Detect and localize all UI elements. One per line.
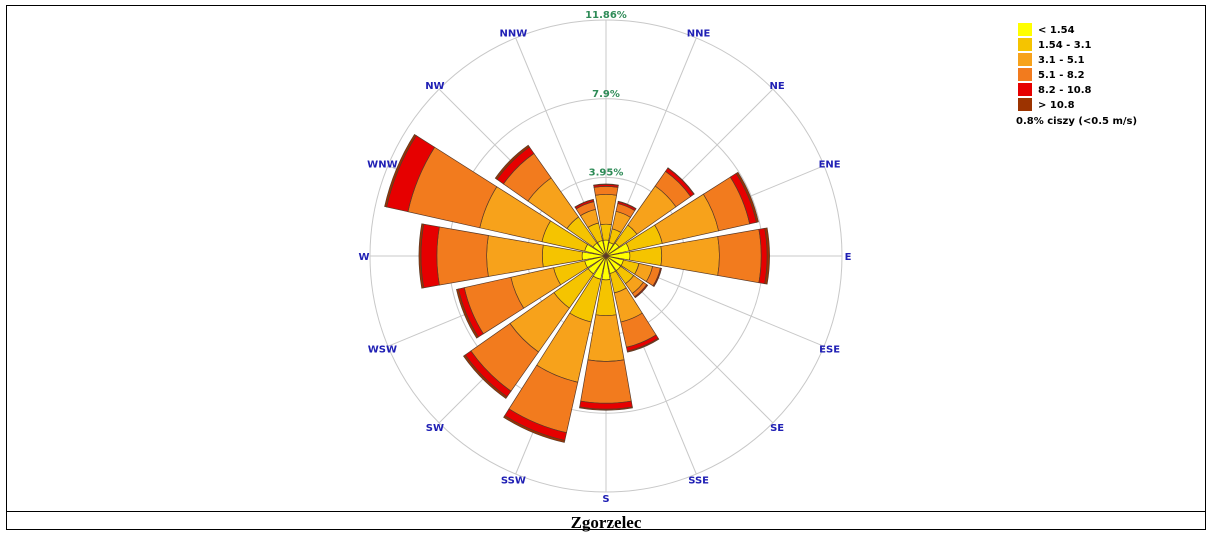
segment-n-bin4 xyxy=(593,186,619,196)
petal-wsw xyxy=(456,255,607,339)
direction-label-nne: NNE xyxy=(687,28,711,39)
segment-ssw-bin6 xyxy=(503,415,566,443)
direction-label-sse: SSE xyxy=(688,476,709,487)
petal-nnw xyxy=(574,198,607,257)
direction-label-e: E xyxy=(845,252,852,263)
petal-e xyxy=(605,227,770,285)
ring-label-1: 3.95% xyxy=(589,167,624,178)
direction-label-sw: SW xyxy=(426,423,444,434)
segment-w-bin3 xyxy=(486,235,544,277)
petal-sw xyxy=(463,255,607,399)
segment-nne-bin6 xyxy=(617,200,637,210)
legend-label-2: 1.54 - 3.1 xyxy=(1038,40,1092,51)
segment-w-bin4 xyxy=(436,226,489,286)
figure-table: 11.86% NNE NE ENE E ESE SE SSE S SSW SW WSW W WNW NW NN… xyxy=(6,5,1206,532)
segment-s-bin3 xyxy=(587,314,625,362)
direction-label-ese: ESE xyxy=(819,345,840,356)
segment-s-bin4 xyxy=(580,359,632,404)
segment-e-bin3 xyxy=(660,236,720,276)
legend-swatch-4 xyxy=(1018,68,1032,81)
direction-label-n: 11.86% xyxy=(585,10,627,21)
segment-w-bin5 xyxy=(420,223,440,289)
petal-wnw xyxy=(384,133,607,257)
legend-label-5: 8.2 - 10.8 xyxy=(1038,85,1092,96)
petal-ne xyxy=(605,167,695,257)
direction-label-se: SE xyxy=(770,423,784,434)
segment-wsw-bin6 xyxy=(456,288,479,339)
legend-swatch-6 xyxy=(1018,98,1032,111)
segment-wnw-bin6 xyxy=(384,133,417,208)
direction-label-nnw: NNW xyxy=(500,28,528,39)
segment-e-bin4 xyxy=(717,228,762,284)
wind-rose-chart: 11.86% NNE NE ENE E ESE SE SSE S SSW SW WSW W WNW NW NN… xyxy=(358,10,1137,505)
direction-label-wsw: WSW xyxy=(368,345,397,356)
segment-n-bin3 xyxy=(594,193,618,226)
segment-sw-bin6 xyxy=(463,354,508,399)
legend: < 1.54 1.54 - 3.1 3.1 - 5.1 5.1 - 8.2 8.2 - … xyxy=(1016,23,1137,127)
plot-cell: 11.86% NNE NE ENE E ESE SE SSE S SSW SW WSW W WNW NW NN… xyxy=(7,6,1205,512)
segment-n-bin6 xyxy=(593,183,619,186)
segment-ne-bin6 xyxy=(667,167,695,195)
petal-nne xyxy=(605,200,637,257)
legend-swatch-5 xyxy=(1018,83,1032,96)
petal-se xyxy=(605,255,649,299)
legend-label-1: < 1.54 xyxy=(1038,25,1075,36)
petal-n xyxy=(593,183,619,257)
segment-s-bin6 xyxy=(579,406,633,411)
station-caption: Zgorzelec xyxy=(570,513,642,532)
direction-label-nw: NW xyxy=(425,81,444,92)
petals xyxy=(384,133,770,443)
direction-label-s: S xyxy=(602,494,609,505)
direction-label-ne: NE xyxy=(769,81,784,92)
segment-e-bin6 xyxy=(764,227,770,285)
petal-ene xyxy=(605,171,759,257)
legend-label-4: 5.1 - 8.2 xyxy=(1038,70,1085,81)
petal-w xyxy=(418,223,607,289)
direction-label-w: W xyxy=(358,252,369,263)
segment-ene-bin6 xyxy=(735,171,759,223)
direction-label-ssw: SSW xyxy=(501,476,526,487)
direction-label-ene: ENE xyxy=(819,159,841,170)
ring-labels: 3.95% 7.9% xyxy=(589,89,624,179)
legend-swatch-3 xyxy=(1018,53,1032,66)
legend-label-3: 3.1 - 5.1 xyxy=(1038,55,1085,66)
segment-se-bin6 xyxy=(634,284,649,299)
segment-nw-bin6 xyxy=(494,144,530,180)
petal-nw xyxy=(494,144,607,257)
legend-swatch-2 xyxy=(1018,38,1032,51)
segment-sse-bin6 xyxy=(626,337,660,353)
direction-label-wnw: WNW xyxy=(367,159,397,170)
segment-w-bin6 xyxy=(418,223,425,289)
segment-nnw-bin6 xyxy=(574,198,594,208)
petal-s xyxy=(579,255,633,411)
petal-sse xyxy=(605,255,660,353)
calm-note: 0.8% ciszy (<0.5 m/s) xyxy=(1016,116,1137,127)
legend-label-6: > 10.8 xyxy=(1038,100,1075,111)
direction-labels: 11.86% NNE NE ENE E ESE SE SSE S SSW SW WSW W WNW NW NN… xyxy=(358,10,851,505)
ring-label-2: 7.9% xyxy=(592,89,620,100)
petal-ese xyxy=(605,255,662,287)
segment-ese-bin6 xyxy=(653,267,662,287)
petal-ssw xyxy=(503,255,607,443)
legend-swatch-1 xyxy=(1018,23,1032,36)
